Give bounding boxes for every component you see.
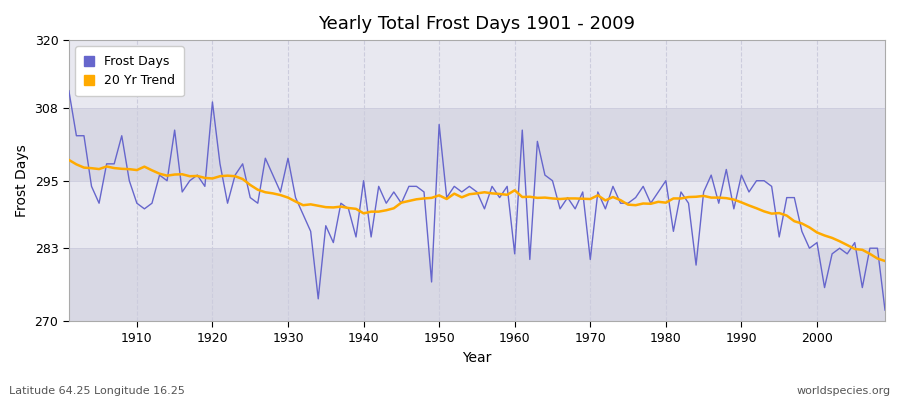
Frost Days xyxy=(336,201,346,206)
Line: 20 Yr Trend: 20 Yr Trend xyxy=(68,160,885,261)
Frost Days xyxy=(502,184,513,189)
20 Yr Trend xyxy=(509,188,520,193)
20 Yr Trend xyxy=(502,192,513,197)
Bar xyxy=(68,40,885,108)
Line: Frost Days: Frost Days xyxy=(68,91,885,310)
20 Yr Trend xyxy=(600,198,611,203)
Legend: Frost Days, 20 Yr Trend: Frost Days, 20 Yr Trend xyxy=(75,46,184,96)
Bar xyxy=(68,108,885,181)
Bar xyxy=(68,181,885,248)
Title: Yearly Total Frost Days 1901 - 2009: Yearly Total Frost Days 1901 - 2009 xyxy=(319,15,635,33)
Frost Days xyxy=(63,88,74,93)
Bar xyxy=(68,248,885,321)
20 Yr Trend xyxy=(63,158,74,162)
Y-axis label: Frost Days: Frost Days xyxy=(15,144,29,217)
Frost Days xyxy=(509,252,520,256)
20 Yr Trend xyxy=(124,167,135,172)
Text: worldspecies.org: worldspecies.org xyxy=(796,386,891,396)
Frost Days xyxy=(879,308,890,312)
Frost Days xyxy=(124,178,135,183)
Frost Days xyxy=(290,195,301,200)
Text: Latitude 64.25 Longitude 16.25: Latitude 64.25 Longitude 16.25 xyxy=(9,386,184,396)
20 Yr Trend xyxy=(879,258,890,263)
Frost Days xyxy=(600,206,611,211)
20 Yr Trend xyxy=(336,204,346,209)
X-axis label: Year: Year xyxy=(463,351,491,365)
20 Yr Trend xyxy=(290,199,301,204)
